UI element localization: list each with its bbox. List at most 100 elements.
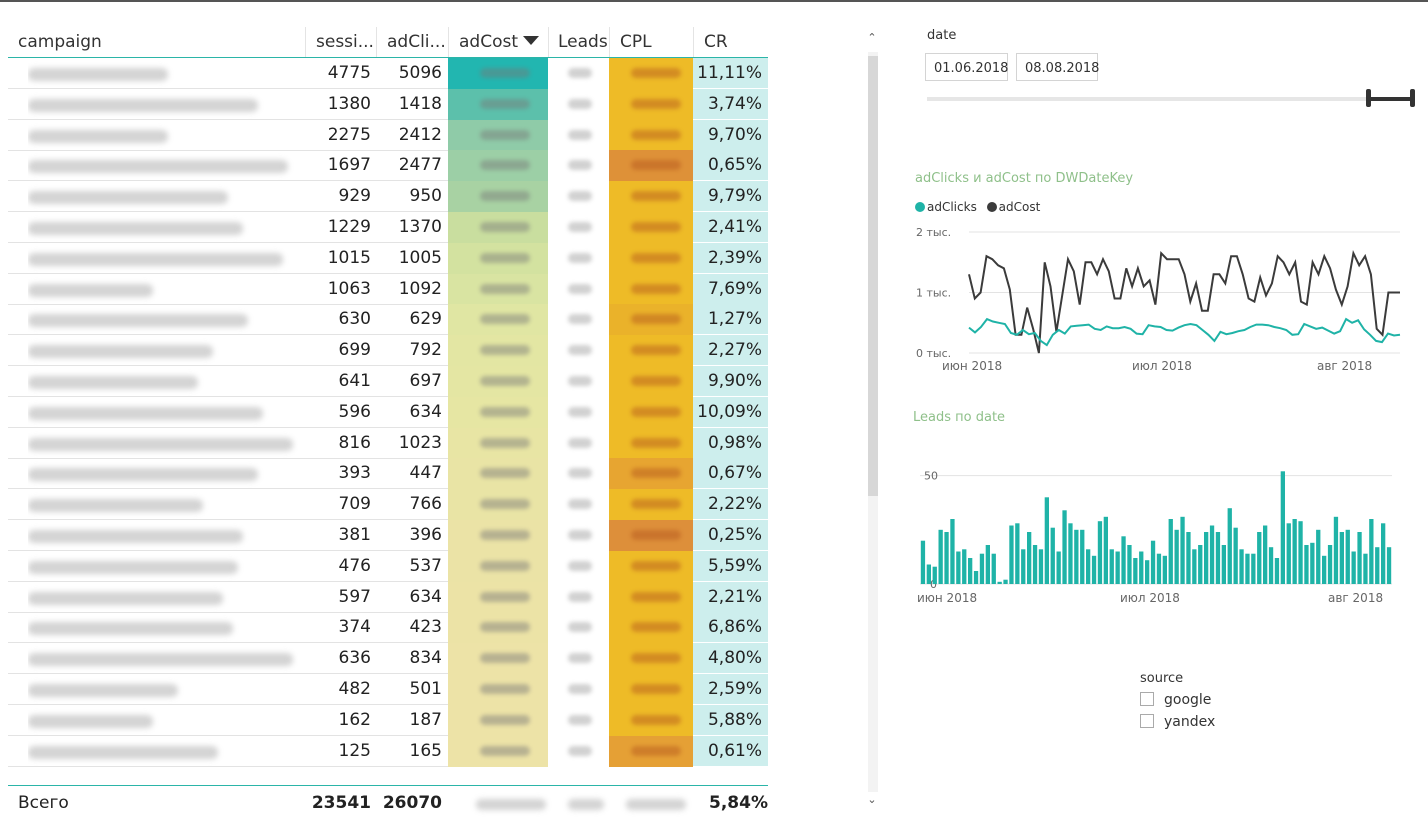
cell-adcost-redacted [448, 704, 548, 736]
bar [1044, 497, 1049, 584]
bar-chart[interactable]: 0 50 июн 2018 июл 2018 авг 2018 [912, 455, 1412, 610]
cell-cpl-redacted [609, 396, 693, 428]
adcost-color-fill [448, 458, 548, 490]
cr-value: 0,67% [707, 463, 762, 484]
table-row[interactable]: 709 766 2,22% [8, 489, 768, 521]
table-row[interactable]: 1229 1370 2,41% [8, 212, 768, 243]
cpl-color-fill [609, 366, 693, 397]
cell-leads-redacted [556, 582, 606, 612]
table-row[interactable]: 1697 2477 0,65% [8, 150, 768, 182]
source-slicer-label: source [1140, 671, 1184, 686]
header-adcost[interactable]: adCost [448, 27, 548, 57]
cell-leads-redacted [556, 705, 606, 735]
bar [1280, 471, 1285, 584]
bar [956, 551, 961, 584]
table-row[interactable]: 636 834 4,80% [8, 643, 768, 675]
date-range-slider[interactable] [927, 97, 1413, 101]
cell-sessions: 482 [338, 679, 371, 699]
cr-value: 2,21% [707, 586, 762, 607]
cell-cr: 9,70% [693, 119, 768, 150]
table-row[interactable]: 482 501 2,59% [8, 674, 768, 705]
cell-cpl-redacted [609, 643, 693, 675]
table-row[interactable]: 1063 1092 7,69% [8, 273, 768, 305]
table-vertical-scrollbar[interactable]: ⌃ ⌄ [866, 32, 878, 812]
cell-cpl-redacted [609, 150, 693, 182]
scroll-up-icon[interactable]: ⌃ [867, 31, 877, 44]
table-row[interactable]: 1015 1005 2,39% [8, 242, 768, 274]
header-cpl[interactable]: CPL [609, 27, 693, 57]
table-row[interactable]: 381 396 0,25% [8, 520, 768, 551]
table-row[interactable]: 1380 1418 3,74% [8, 88, 768, 120]
cell-adcost-redacted [448, 581, 548, 613]
x-tick-label: июл 2018 [1120, 591, 1180, 605]
header-sessions[interactable]: sessi... [305, 27, 375, 57]
cell-leads-redacted [556, 643, 606, 673]
table-row[interactable]: 476 537 5,59% [8, 550, 768, 582]
table-row[interactable]: 699 792 2,27% [8, 335, 768, 367]
source-option-yandex[interactable]: yandex [1140, 714, 1215, 734]
cr-value: 9,79% [707, 186, 762, 207]
table-row[interactable]: 597 634 2,21% [8, 581, 768, 613]
table-row[interactable]: 630 629 1,27% [8, 304, 768, 336]
table-row[interactable]: 929 950 9,79% [8, 181, 768, 213]
table-row[interactable]: 816 1023 0,98% [8, 427, 768, 459]
campaign-name-redacted [28, 274, 298, 304]
adcost-color-fill [448, 212, 548, 243]
legend-item-adcost[interactable]: adCost [986, 200, 1040, 214]
header-adclicks[interactable]: adCli... [376, 27, 448, 57]
cr-value: 11,11% [697, 63, 762, 83]
cell-adclicks: 1005 [398, 247, 442, 268]
table-row[interactable]: 125 165 0,61% [8, 735, 768, 767]
source-option-google[interactable]: google [1140, 692, 1211, 712]
table-row[interactable]: 2275 2412 9,70% [8, 119, 768, 151]
cell-cpl-redacted [609, 520, 693, 551]
date-end-input[interactable]: 08.08.2018 [1016, 53, 1099, 81]
checkbox-yandex[interactable] [1140, 714, 1154, 728]
line-chart[interactable]: 0 тыс. 1 тыс. 2 тыс. июн 2018 июл 2018 авг 20… [912, 222, 1412, 382]
cell-adcost-redacted [448, 212, 548, 243]
cpl-color-fill [609, 427, 693, 459]
campaign-name-redacted [28, 612, 298, 642]
adcost-color-fill [448, 273, 548, 305]
cell-cr: 11,11% [693, 58, 768, 88]
table-row[interactable]: 596 634 10,09% [8, 396, 768, 428]
bar [1145, 560, 1150, 584]
header-cr[interactable]: CR [693, 27, 768, 57]
legend-item-adclicks[interactable]: adClicks [915, 200, 977, 214]
adcost-color-fill [448, 427, 548, 459]
slider-start-handle[interactable] [1366, 89, 1371, 107]
y-tick-label: 1 тыс. [916, 287, 951, 300]
header-campaign[interactable]: campaign [18, 32, 102, 52]
cell-adclicks: 2412 [398, 124, 442, 145]
scroll-down-icon[interactable]: ⌄ [867, 793, 877, 806]
campaign-name-redacted [28, 335, 298, 365]
campaign-name-redacted [28, 428, 298, 458]
cell-cr: 9,79% [693, 181, 768, 212]
cell-cr: 0,61% [693, 735, 768, 766]
cell-cr: 2,27% [693, 335, 768, 366]
cell-adclicks: 501 [409, 679, 442, 699]
bar [991, 553, 996, 584]
table-row[interactable]: 641 697 9,90% [8, 366, 768, 397]
table-row[interactable]: 393 447 0,67% [8, 458, 768, 490]
cell-adclicks: 447 [409, 463, 442, 484]
date-start-input[interactable]: 01.06.2018 [925, 53, 1008, 81]
adcost-color-fill [448, 335, 548, 367]
x-tick-label: авг 2018 [1328, 591, 1383, 605]
table-row[interactable]: 4775 5096 11,11% [8, 58, 768, 89]
cell-cr: 0,25% [693, 520, 768, 550]
sort-descending-icon[interactable] [523, 36, 539, 45]
cell-leads-redacted [556, 612, 606, 642]
cell-cpl-redacted [609, 489, 693, 521]
table-row[interactable]: 374 423 6,86% [8, 612, 768, 644]
scroll-thumb[interactable] [868, 56, 878, 496]
cell-cpl-redacted [609, 612, 693, 644]
table-row[interactable]: 162 187 5,88% [8, 704, 768, 736]
adcost-color-fill [448, 581, 548, 613]
table-header: campaign sessi... adCli... adCost Leads … [8, 27, 768, 58]
cpl-color-fill [609, 489, 693, 521]
header-leads[interactable]: Leads [548, 27, 608, 57]
slider-end-handle[interactable] [1410, 89, 1415, 107]
checkbox-google[interactable] [1140, 692, 1154, 706]
cpl-color-fill [609, 181, 693, 213]
